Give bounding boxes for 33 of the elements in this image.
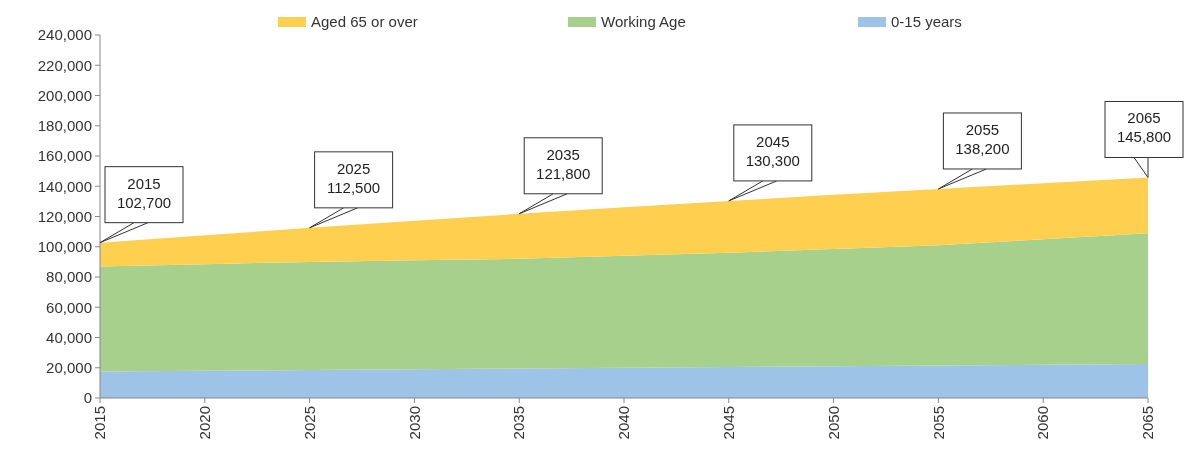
y-tick-label: 60,000 <box>46 298 92 316</box>
x-tick-label: 2045 <box>720 406 738 440</box>
y-tick-label: 200,000 <box>37 86 92 104</box>
legend-label: 0-15 years <box>891 13 962 31</box>
x-tick-label: 2015 <box>91 406 109 440</box>
annotation: 2045 130,300 <box>745 132 800 169</box>
y-tick-label: 100,000 <box>37 238 92 255</box>
y-tick-label: 160,000 <box>37 147 92 165</box>
y-tick-label: 80,000 <box>46 268 92 286</box>
legend-label: Working Age <box>601 13 686 31</box>
x-tick-label: 2050 <box>824 406 842 440</box>
x-tick-label: 2030 <box>405 406 423 440</box>
x-tick-label: 2055 <box>929 406 947 440</box>
x-tick-label: 2035 <box>510 406 528 440</box>
x-tick-label: 2020 <box>196 406 214 440</box>
x-tick-label: 2040 <box>615 406 633 440</box>
annotation: 2025 112,500 <box>327 159 381 196</box>
y-tick-label: 240,000 <box>37 26 92 44</box>
y-tick-label: 180,000 <box>37 117 92 134</box>
annotation: 2035 121,800 <box>536 145 591 182</box>
annotation: 2015 102,700 <box>116 174 172 211</box>
x-tick-label: 2025 <box>300 406 318 440</box>
y-tick-label: 140,000 <box>37 177 92 195</box>
y-tick-label: 220,000 <box>37 56 92 74</box>
y-tick-label: 40,000 <box>46 328 92 346</box>
y-tick-label: 20,000 <box>46 359 92 376</box>
x-tick-label: 2060 <box>1034 406 1052 440</box>
annotation: 2055 138,200 <box>955 120 1010 157</box>
y-tick-label: 120,000 <box>37 207 92 225</box>
legend-label: Aged 65 or over <box>311 13 418 31</box>
annotation: 2065 145,800 <box>1116 109 1172 146</box>
x-tick-label: 2065 <box>1139 406 1157 440</box>
y-tick-label: 0 <box>83 389 92 407</box>
